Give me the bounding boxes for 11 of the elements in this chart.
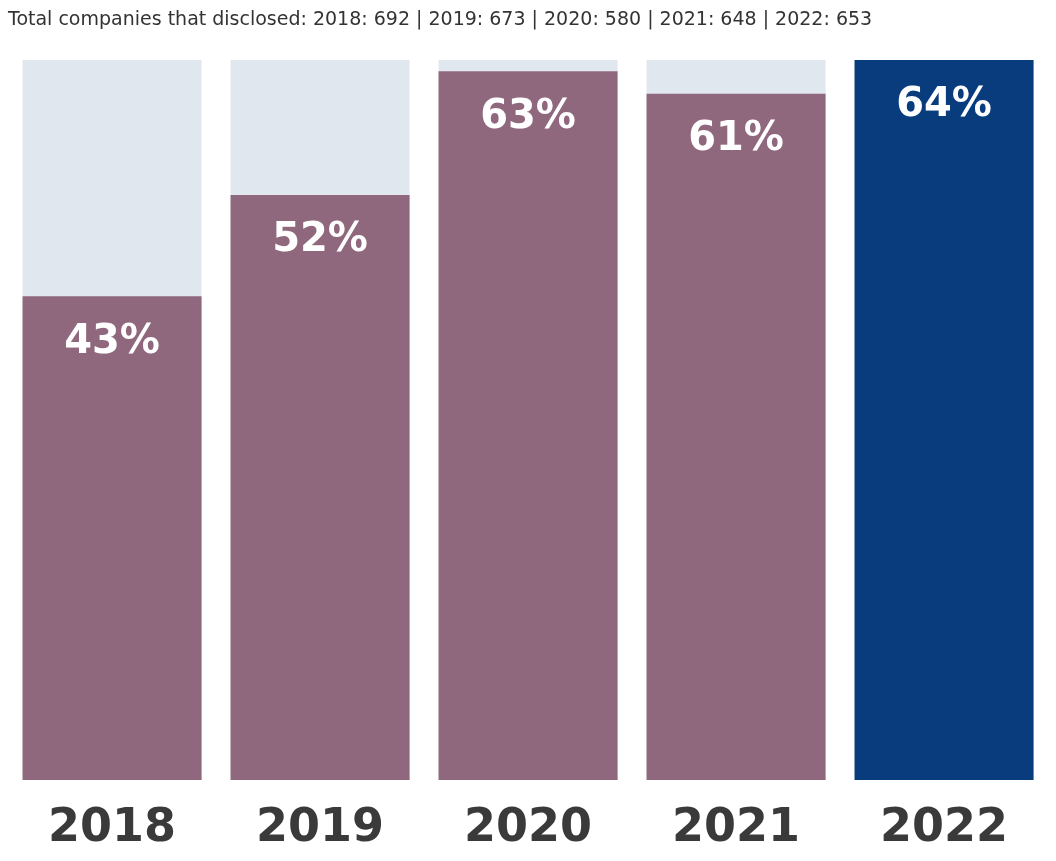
data-label: 63% <box>480 90 576 137</box>
x-tick-label: 2019 <box>255 797 385 852</box>
x-tick-label: 2021 <box>671 797 801 852</box>
data-label: 64% <box>896 79 992 126</box>
data-label: 61% <box>688 113 784 160</box>
x-tick-label: 2022 <box>879 797 1009 852</box>
data-label: 43% <box>64 315 160 362</box>
chart-title: Total companies that disclosed: 2018: 692 | 2019: 673 | 2020: 580 | 2021: 648 | 2022: 653 <box>8 7 874 32</box>
x-tick-label: 2020 <box>463 797 593 852</box>
x-tick-label: 2018 <box>47 797 177 852</box>
data-label: 52% <box>272 214 368 261</box>
